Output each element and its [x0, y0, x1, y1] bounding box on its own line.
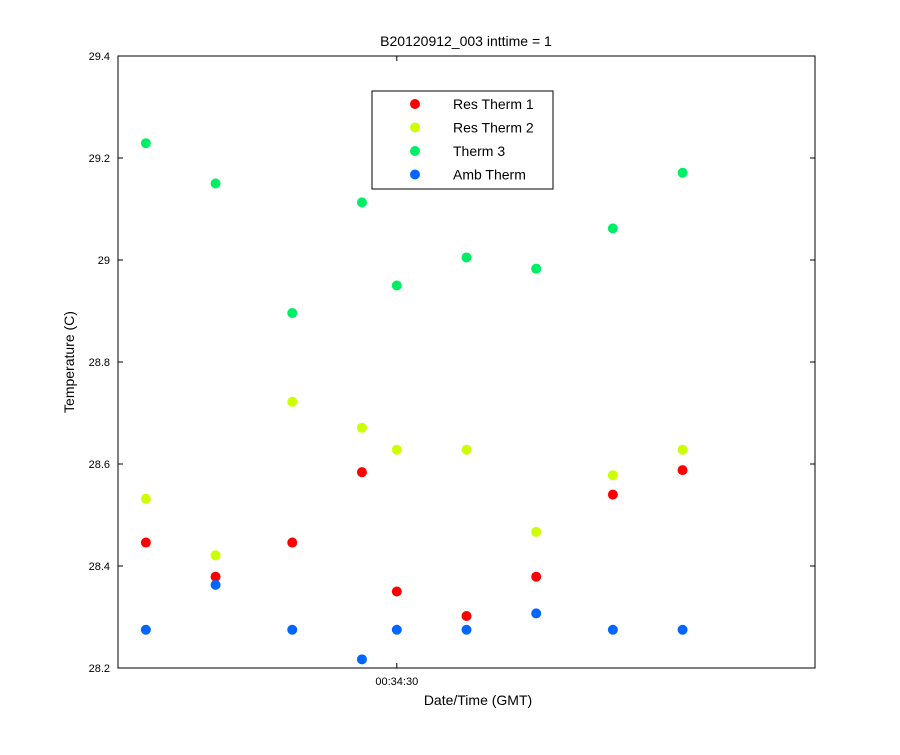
data-point — [607, 624, 618, 635]
data-point — [607, 470, 618, 481]
y-tick-label: 29.2 — [89, 153, 110, 165]
data-point — [391, 444, 402, 455]
data-point — [677, 624, 688, 635]
data-point — [461, 444, 472, 455]
data-point — [210, 571, 221, 582]
series-3 — [140, 579, 688, 665]
data-point — [287, 537, 298, 548]
data-point — [210, 550, 221, 561]
legend-label: Res Therm 1 — [453, 96, 534, 112]
y-tick-label: 28.2 — [89, 663, 110, 675]
data-point — [531, 608, 542, 619]
data-point — [140, 624, 151, 635]
data-point — [607, 223, 618, 234]
series-1 — [140, 396, 688, 561]
data-point — [677, 465, 688, 476]
data-point — [287, 624, 298, 635]
legend-marker — [410, 146, 420, 156]
data-point — [287, 308, 298, 319]
legend-label: Res Therm 2 — [453, 120, 534, 136]
data-point — [461, 624, 472, 635]
chart-title: B20120912_003 inttime = 1 — [380, 33, 552, 49]
data-point — [461, 610, 472, 621]
data-point — [461, 252, 472, 263]
data-point — [210, 178, 221, 189]
data-point — [531, 571, 542, 582]
legend-marker — [410, 169, 420, 180]
legend-marker — [410, 99, 420, 109]
x-tick-label: 00:34:30 — [375, 676, 418, 688]
data-point — [140, 493, 151, 504]
data-point — [210, 579, 221, 590]
data-point — [677, 444, 688, 455]
data-point — [140, 537, 151, 548]
y-axis: 28.2 28.4 28.6 28.8 29 29.2 29.4 — [89, 51, 815, 675]
y-tick-label: 28.6 — [89, 459, 110, 471]
y-tick-label: 28.4 — [89, 561, 110, 573]
y-tick-label: 29.4 — [89, 51, 110, 63]
series-0 — [140, 465, 688, 621]
data-point — [677, 167, 688, 178]
legend-label: Therm 3 — [453, 143, 505, 159]
x-axis-label: Date/Time (GMT) — [424, 692, 532, 708]
data-point — [531, 263, 542, 274]
data-point — [391, 280, 402, 291]
data-point — [356, 422, 367, 433]
legend-marker — [410, 122, 420, 133]
data-point — [607, 489, 618, 500]
data-point — [356, 197, 367, 208]
legend: Res Therm 1 Res Therm 2 Therm 3 Amb Therm — [371, 90, 554, 190]
data-point — [391, 586, 402, 597]
x-axis: 00:34:30 — [375, 56, 418, 688]
data-point — [287, 396, 298, 407]
legend-box — [371, 90, 554, 190]
data-point — [356, 467, 367, 478]
data-point — [356, 654, 367, 665]
data-point — [531, 526, 542, 537]
y-tick-label: 28.8 — [89, 357, 110, 369]
data-point — [140, 138, 151, 149]
data-points — [140, 138, 688, 665]
y-axis-label: Temperature (C) — [61, 311, 77, 413]
y-tick-label: 29 — [98, 255, 110, 267]
legend-label: Amb Therm — [453, 167, 526, 183]
data-point — [391, 624, 402, 635]
series-2 — [140, 138, 688, 319]
